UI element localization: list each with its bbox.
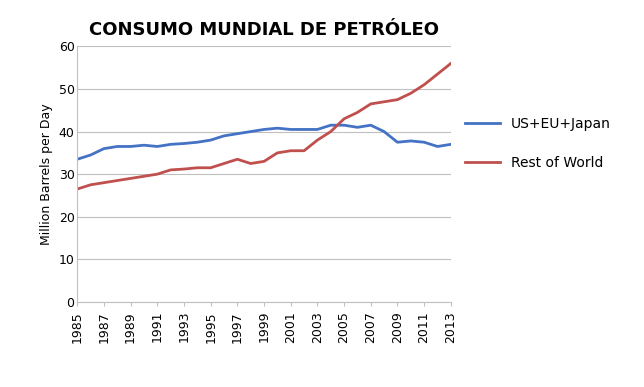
Rest of World xyxy=(153,172,161,176)
US+EU+Japan xyxy=(113,144,121,149)
US+EU+Japan xyxy=(140,143,148,147)
Rest of World xyxy=(87,183,95,187)
US+EU+Japan xyxy=(153,144,161,149)
Rest of World xyxy=(167,168,175,172)
US+EU+Japan xyxy=(327,123,335,127)
Rest of World xyxy=(180,167,188,171)
US+EU+Japan xyxy=(167,142,175,147)
US+EU+Japan xyxy=(407,139,415,143)
Rest of World xyxy=(433,72,441,77)
Rest of World xyxy=(140,174,148,179)
Title: CONSUMO MUNDIAL DE PETRÓLEO: CONSUMO MUNDIAL DE PETRÓLEO xyxy=(89,21,439,39)
Rest of World xyxy=(100,180,108,185)
Rest of World xyxy=(327,129,335,134)
Rest of World xyxy=(127,176,135,181)
US+EU+Japan xyxy=(393,140,401,144)
Rest of World xyxy=(447,61,455,66)
US+EU+Japan xyxy=(87,152,95,157)
Rest of World xyxy=(393,97,401,102)
US+EU+Japan xyxy=(367,123,375,127)
Rest of World xyxy=(274,151,281,155)
Rest of World xyxy=(234,157,242,162)
US+EU+Japan xyxy=(127,144,135,149)
US+EU+Japan xyxy=(433,144,441,149)
US+EU+Japan xyxy=(73,157,81,162)
US+EU+Japan xyxy=(340,123,348,127)
Rest of World xyxy=(73,187,81,191)
Line: Rest of World: Rest of World xyxy=(77,63,451,189)
US+EU+Japan xyxy=(380,129,388,134)
Rest of World xyxy=(260,159,268,164)
US+EU+Japan xyxy=(314,127,321,132)
Rest of World xyxy=(287,148,294,153)
US+EU+Japan xyxy=(421,140,428,144)
US+EU+Japan xyxy=(274,126,281,130)
Rest of World xyxy=(407,91,415,96)
Y-axis label: Million Barrels per Day: Million Barrels per Day xyxy=(40,103,53,245)
US+EU+Japan xyxy=(354,125,361,130)
US+EU+Japan xyxy=(260,127,268,132)
Legend: US+EU+Japan, Rest of World: US+EU+Japan, Rest of World xyxy=(465,117,611,170)
US+EU+Japan xyxy=(447,142,455,147)
US+EU+Japan xyxy=(220,134,228,138)
US+EU+Japan xyxy=(300,127,308,132)
US+EU+Japan xyxy=(247,129,254,134)
US+EU+Japan xyxy=(234,131,242,136)
Rest of World xyxy=(193,166,201,170)
US+EU+Japan xyxy=(100,146,108,151)
Rest of World xyxy=(247,161,254,166)
Rest of World xyxy=(367,101,375,106)
Rest of World xyxy=(113,178,121,183)
Rest of World xyxy=(300,148,308,153)
Rest of World xyxy=(421,82,428,87)
Line: US+EU+Japan: US+EU+Japan xyxy=(77,125,451,159)
Rest of World xyxy=(354,110,361,115)
Rest of World xyxy=(314,138,321,142)
Rest of World xyxy=(380,99,388,104)
US+EU+Japan xyxy=(180,141,188,146)
Rest of World xyxy=(220,161,228,166)
Rest of World xyxy=(340,116,348,121)
US+EU+Japan xyxy=(287,127,294,132)
US+EU+Japan xyxy=(207,138,214,142)
Rest of World xyxy=(207,166,214,170)
US+EU+Japan xyxy=(193,140,201,144)
